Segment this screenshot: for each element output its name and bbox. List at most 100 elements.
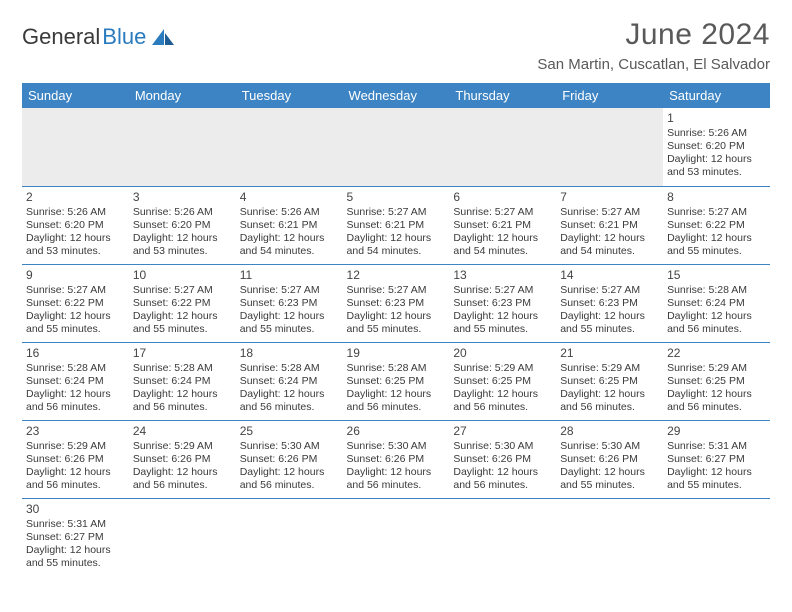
day-number: 4 bbox=[240, 190, 339, 205]
sunrise-line: Sunrise: 5:28 AM bbox=[240, 362, 339, 375]
sunset-line: Sunset: 6:25 PM bbox=[560, 375, 659, 388]
calendar-day: 16Sunrise: 5:28 AMSunset: 6:24 PMDayligh… bbox=[22, 342, 129, 420]
calendar-header-row: SundayMondayTuesdayWednesdayThursdayFrid… bbox=[22, 83, 770, 108]
daylight-line: Daylight: 12 hours and 55 minutes. bbox=[560, 310, 659, 336]
month-title: June 2024 bbox=[537, 18, 770, 52]
calendar-day-empty bbox=[343, 498, 450, 576]
day-number: 25 bbox=[240, 424, 339, 439]
day-number: 23 bbox=[26, 424, 125, 439]
brand-logo: GeneralBlue bbox=[22, 24, 176, 50]
calendar-day-empty bbox=[236, 498, 343, 576]
sunrise-line: Sunrise: 5:26 AM bbox=[133, 206, 232, 219]
calendar-day: 19Sunrise: 5:28 AMSunset: 6:25 PMDayligh… bbox=[343, 342, 450, 420]
calendar-week: 23Sunrise: 5:29 AMSunset: 6:26 PMDayligh… bbox=[22, 420, 770, 498]
day-header: Tuesday bbox=[236, 83, 343, 108]
sunset-line: Sunset: 6:23 PM bbox=[453, 297, 552, 310]
sunset-line: Sunset: 6:26 PM bbox=[133, 453, 232, 466]
sunrise-line: Sunrise: 5:30 AM bbox=[347, 440, 446, 453]
day-number: 6 bbox=[453, 190, 552, 205]
day-number: 11 bbox=[240, 268, 339, 283]
day-number: 14 bbox=[560, 268, 659, 283]
day-number: 1 bbox=[667, 111, 766, 126]
sunrise-line: Sunrise: 5:29 AM bbox=[453, 362, 552, 375]
daylight-line: Daylight: 12 hours and 55 minutes. bbox=[133, 310, 232, 336]
daylight-line: Daylight: 12 hours and 56 minutes. bbox=[453, 466, 552, 492]
sunrise-line: Sunrise: 5:27 AM bbox=[347, 284, 446, 297]
sunset-line: Sunset: 6:24 PM bbox=[240, 375, 339, 388]
calendar-day: 2Sunrise: 5:26 AMSunset: 6:20 PMDaylight… bbox=[22, 186, 129, 264]
calendar-week: 1Sunrise: 5:26 AMSunset: 6:20 PMDaylight… bbox=[22, 108, 770, 186]
calendar-day-empty bbox=[556, 498, 663, 576]
day-number: 24 bbox=[133, 424, 232, 439]
day-number: 20 bbox=[453, 346, 552, 361]
daylight-line: Daylight: 12 hours and 56 minutes. bbox=[667, 310, 766, 336]
calendar-day: 4Sunrise: 5:26 AMSunset: 6:21 PMDaylight… bbox=[236, 186, 343, 264]
daylight-line: Daylight: 12 hours and 56 minutes. bbox=[453, 388, 552, 414]
sunrise-line: Sunrise: 5:30 AM bbox=[560, 440, 659, 453]
daylight-line: Daylight: 12 hours and 55 minutes. bbox=[560, 466, 659, 492]
sail-icon bbox=[150, 27, 176, 47]
sunrise-line: Sunrise: 5:28 AM bbox=[133, 362, 232, 375]
day-header: Monday bbox=[129, 83, 236, 108]
calendar-day: 8Sunrise: 5:27 AMSunset: 6:22 PMDaylight… bbox=[663, 186, 770, 264]
sunrise-line: Sunrise: 5:30 AM bbox=[453, 440, 552, 453]
sunrise-line: Sunrise: 5:27 AM bbox=[347, 206, 446, 219]
calendar-day: 11Sunrise: 5:27 AMSunset: 6:23 PMDayligh… bbox=[236, 264, 343, 342]
day-number: 18 bbox=[240, 346, 339, 361]
daylight-line: Daylight: 12 hours and 56 minutes. bbox=[133, 466, 232, 492]
daylight-line: Daylight: 12 hours and 55 minutes. bbox=[347, 310, 446, 336]
daylight-line: Daylight: 12 hours and 55 minutes. bbox=[453, 310, 552, 336]
calendar-week: 16Sunrise: 5:28 AMSunset: 6:24 PMDayligh… bbox=[22, 342, 770, 420]
daylight-line: Daylight: 12 hours and 54 minutes. bbox=[240, 232, 339, 258]
calendar-day: 20Sunrise: 5:29 AMSunset: 6:25 PMDayligh… bbox=[449, 342, 556, 420]
daylight-line: Daylight: 12 hours and 56 minutes. bbox=[560, 388, 659, 414]
calendar-day: 10Sunrise: 5:27 AMSunset: 6:22 PMDayligh… bbox=[129, 264, 236, 342]
sunset-line: Sunset: 6:23 PM bbox=[347, 297, 446, 310]
calendar-day: 17Sunrise: 5:28 AMSunset: 6:24 PMDayligh… bbox=[129, 342, 236, 420]
calendar-day: 15Sunrise: 5:28 AMSunset: 6:24 PMDayligh… bbox=[663, 264, 770, 342]
sunset-line: Sunset: 6:25 PM bbox=[347, 375, 446, 388]
calendar-day: 7Sunrise: 5:27 AMSunset: 6:21 PMDaylight… bbox=[556, 186, 663, 264]
calendar-day: 23Sunrise: 5:29 AMSunset: 6:26 PMDayligh… bbox=[22, 420, 129, 498]
sunset-line: Sunset: 6:25 PM bbox=[453, 375, 552, 388]
sunset-line: Sunset: 6:23 PM bbox=[560, 297, 659, 310]
sunrise-line: Sunrise: 5:31 AM bbox=[667, 440, 766, 453]
day-number: 13 bbox=[453, 268, 552, 283]
daylight-line: Daylight: 12 hours and 55 minutes. bbox=[667, 466, 766, 492]
day-number: 16 bbox=[26, 346, 125, 361]
sunset-line: Sunset: 6:20 PM bbox=[667, 140, 766, 153]
sunset-line: Sunset: 6:26 PM bbox=[240, 453, 339, 466]
calendar-week: 30Sunrise: 5:31 AMSunset: 6:27 PMDayligh… bbox=[22, 498, 770, 576]
calendar-day: 3Sunrise: 5:26 AMSunset: 6:20 PMDaylight… bbox=[129, 186, 236, 264]
day-header: Wednesday bbox=[343, 83, 450, 108]
calendar-day: 27Sunrise: 5:30 AMSunset: 6:26 PMDayligh… bbox=[449, 420, 556, 498]
calendar-day-empty bbox=[129, 108, 236, 186]
day-number: 7 bbox=[560, 190, 659, 205]
calendar-day-empty bbox=[449, 108, 556, 186]
sunrise-line: Sunrise: 5:29 AM bbox=[26, 440, 125, 453]
sunset-line: Sunset: 6:22 PM bbox=[667, 219, 766, 232]
sunrise-line: Sunrise: 5:28 AM bbox=[347, 362, 446, 375]
sunrise-line: Sunrise: 5:29 AM bbox=[133, 440, 232, 453]
day-number: 8 bbox=[667, 190, 766, 205]
sunset-line: Sunset: 6:20 PM bbox=[133, 219, 232, 232]
daylight-line: Daylight: 12 hours and 56 minutes. bbox=[240, 466, 339, 492]
sunrise-line: Sunrise: 5:27 AM bbox=[560, 206, 659, 219]
sunrise-line: Sunrise: 5:28 AM bbox=[26, 362, 125, 375]
calendar-day: 1Sunrise: 5:26 AMSunset: 6:20 PMDaylight… bbox=[663, 108, 770, 186]
daylight-line: Daylight: 12 hours and 56 minutes. bbox=[347, 466, 446, 492]
sunset-line: Sunset: 6:22 PM bbox=[26, 297, 125, 310]
calendar-day-empty bbox=[663, 498, 770, 576]
calendar-day: 21Sunrise: 5:29 AMSunset: 6:25 PMDayligh… bbox=[556, 342, 663, 420]
sunset-line: Sunset: 6:22 PM bbox=[133, 297, 232, 310]
sunset-line: Sunset: 6:26 PM bbox=[26, 453, 125, 466]
calendar-day: 6Sunrise: 5:27 AMSunset: 6:21 PMDaylight… bbox=[449, 186, 556, 264]
day-number: 5 bbox=[347, 190, 446, 205]
day-number: 17 bbox=[133, 346, 232, 361]
sunset-line: Sunset: 6:20 PM bbox=[26, 219, 125, 232]
day-number: 21 bbox=[560, 346, 659, 361]
calendar-day-empty bbox=[129, 498, 236, 576]
calendar-day: 30Sunrise: 5:31 AMSunset: 6:27 PMDayligh… bbox=[22, 498, 129, 576]
calendar-day: 18Sunrise: 5:28 AMSunset: 6:24 PMDayligh… bbox=[236, 342, 343, 420]
sunset-line: Sunset: 6:24 PM bbox=[133, 375, 232, 388]
